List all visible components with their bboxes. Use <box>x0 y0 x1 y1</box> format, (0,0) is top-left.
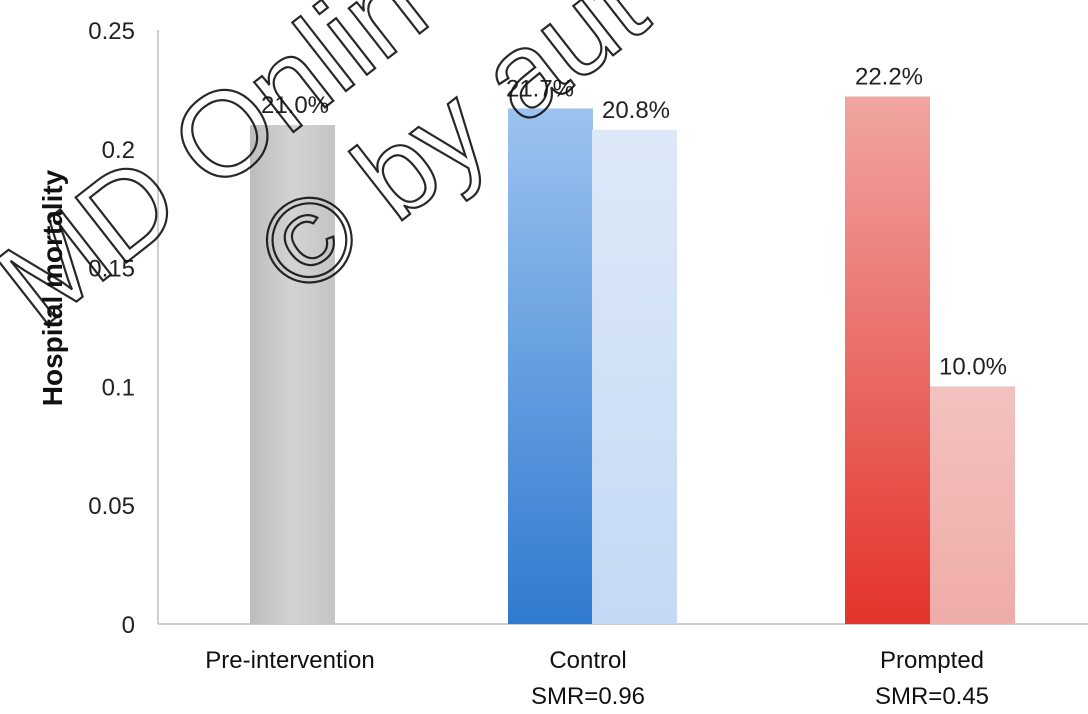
data-labels: 21.0% 21.7% 20.8% 22.2% 10.0% <box>261 64 1007 381</box>
y-tick-label: 0 <box>122 612 135 639</box>
y-tick-label: 0.15 <box>88 256 135 283</box>
bar <box>508 108 593 624</box>
category-sublabel: SMR=0.96 <box>531 683 645 710</box>
bar-data-label: 21.0% <box>261 92 329 119</box>
y-axis-title: Hospital mortality <box>37 169 68 406</box>
category-sublabel: SMR=0.45 <box>875 683 989 710</box>
y-tick-label: 0.25 <box>88 18 135 45</box>
bar-data-label: 21.7% <box>506 75 574 102</box>
bar-data-label: 22.2% <box>855 64 923 91</box>
bars <box>250 96 1015 625</box>
category-label: Prompted <box>880 647 984 674</box>
y-tick-label: 0.05 <box>88 493 135 520</box>
bar <box>250 125 335 624</box>
bar <box>930 386 1015 624</box>
bar-data-label: 10.0% <box>939 353 1007 380</box>
bar-data-label: 20.8% <box>602 97 670 124</box>
y-ticks: 0 0.05 0.1 0.15 0.2 0.25 <box>88 18 135 639</box>
y-tick-label: 0.1 <box>102 374 135 401</box>
category-labels: Pre-intervention Control SMR=0.96 Prompted S… <box>205 647 989 710</box>
bar <box>592 129 677 625</box>
y-tick-label: 0.2 <box>102 137 135 164</box>
category-label: Control <box>549 647 626 674</box>
bar <box>845 96 930 624</box>
category-label: Pre-intervention <box>205 647 374 674</box>
